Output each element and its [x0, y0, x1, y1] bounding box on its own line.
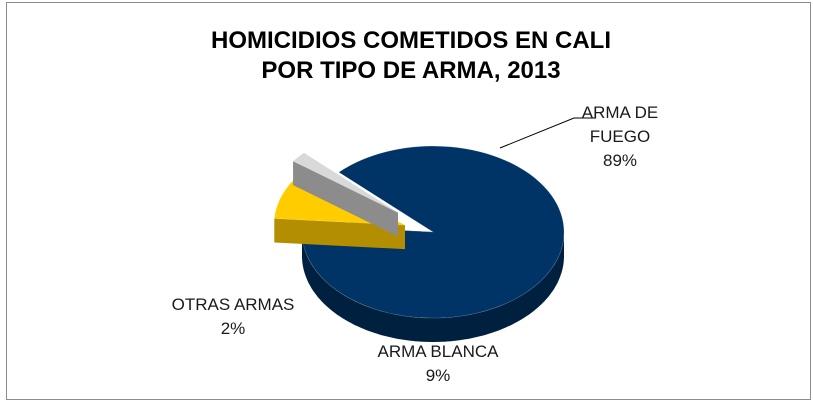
leader-lines — [499, 117, 596, 149]
slice-side-arma-de-fuego — [302, 232, 564, 342]
chart-title: HOMICIDIOS COMETIDOS EN CALI POR TIPO DE… — [0, 26, 813, 86]
data-label-arma-blanca: ARMA BLANCA 9% — [378, 342, 500, 385]
data-label-arma-de-fuego: ARMA DE FUEGO 89% — [582, 103, 659, 170]
leader-line-arma-de-fuego — [499, 117, 596, 149]
data-label-category-otras-armas: OTRAS ARMAS — [172, 295, 295, 314]
chart-title-line-2: POR TIPO DE ARMA, 2013 — [261, 57, 561, 84]
slice-top-otras-armas — [292, 152, 399, 213]
slice-otras-armas — [292, 152, 399, 237]
slice-top-arma-de-fuego — [301, 145, 565, 319]
data-label-category-arma-de-fuego: ARMA DE — [582, 103, 659, 122]
data-label-otras-armas: OTRAS ARMAS 2% — [172, 295, 295, 338]
data-label-value-arma-de-fuego: 89% — [603, 151, 637, 170]
slice-labels: ARMA DE FUEGO 89% ARMA BLANCA 9% OTRAS ARMAS 2… — [172, 103, 659, 385]
data-label-value-arma-blanca: 9% — [426, 366, 451, 385]
pie-slices — [273, 145, 565, 342]
data-label-category-arma-blanca: ARMA BLANCA — [378, 342, 500, 361]
data-label-value-otras-armas: 2% — [221, 319, 246, 338]
data-label-category-arma-de-fuego: FUEGO — [590, 127, 650, 146]
chart-title-line-1: HOMICIDIOS COMETIDOS EN CALI — [210, 27, 611, 54]
